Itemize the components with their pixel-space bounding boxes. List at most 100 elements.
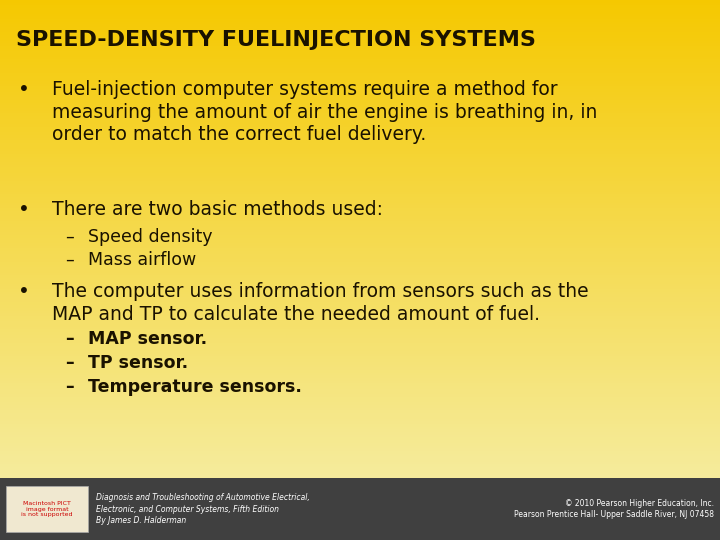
Bar: [0, 462, 720, 464]
Bar: [0, 262, 720, 265]
Text: –: –: [65, 378, 73, 396]
Bar: [0, 92, 720, 94]
Bar: [0, 464, 720, 467]
Bar: [0, 113, 720, 116]
Bar: [0, 176, 720, 178]
Bar: [0, 321, 720, 324]
Bar: [0, 478, 720, 540]
Bar: [0, 62, 720, 65]
Bar: [0, 167, 720, 170]
Bar: [0, 94, 720, 97]
Bar: [0, 370, 720, 373]
Bar: [0, 429, 720, 432]
Bar: [0, 362, 720, 364]
Bar: [0, 157, 720, 159]
Bar: [0, 70, 720, 73]
Bar: [0, 486, 720, 489]
Bar: [0, 491, 720, 494]
Bar: [0, 19, 720, 22]
Bar: [0, 335, 720, 338]
Bar: [0, 27, 720, 30]
Bar: [0, 300, 720, 302]
Bar: [0, 154, 720, 157]
Text: –: –: [65, 228, 73, 246]
Bar: [0, 159, 720, 162]
Bar: [0, 59, 720, 62]
Bar: [0, 432, 720, 435]
Bar: [0, 148, 720, 151]
Text: Temperature sensors.: Temperature sensors.: [88, 378, 302, 396]
Bar: [0, 289, 720, 292]
Text: © 2010 Pearson Higher Education, Inc.
Pearson Prentice Hall- Upper Saddle River,: © 2010 Pearson Higher Education, Inc. Pe…: [514, 498, 714, 519]
Bar: [0, 135, 720, 138]
Text: •: •: [18, 282, 30, 301]
Bar: [0, 219, 720, 221]
Bar: [0, 194, 720, 197]
Bar: [0, 138, 720, 140]
Bar: [0, 3, 720, 5]
Bar: [0, 89, 720, 92]
Bar: [0, 97, 720, 100]
Bar: [0, 184, 720, 186]
Bar: [0, 205, 720, 208]
Bar: [0, 100, 720, 103]
Bar: [0, 122, 720, 124]
Bar: [0, 278, 720, 281]
Bar: [0, 294, 720, 297]
Bar: [0, 35, 720, 38]
Bar: [0, 416, 720, 418]
Bar: [0, 381, 720, 383]
Bar: [0, 292, 720, 294]
Bar: [0, 378, 720, 381]
Bar: [0, 316, 720, 319]
Bar: [0, 43, 720, 46]
Bar: [0, 448, 720, 451]
Bar: [0, 351, 720, 354]
Bar: [0, 224, 720, 227]
Bar: [0, 256, 720, 259]
Bar: [0, 16, 720, 19]
Bar: [0, 0, 720, 3]
Bar: [0, 354, 720, 356]
Bar: [0, 81, 720, 84]
Bar: [0, 208, 720, 211]
Bar: [0, 359, 720, 362]
Bar: [0, 202, 720, 205]
Bar: [0, 238, 720, 240]
Bar: [0, 65, 720, 68]
Bar: [0, 400, 720, 402]
Bar: [0, 346, 720, 348]
Bar: [0, 86, 720, 89]
Text: There are two basic methods used:: There are two basic methods used:: [52, 200, 383, 219]
Bar: [0, 140, 720, 143]
Bar: [0, 51, 720, 54]
Bar: [0, 348, 720, 351]
Bar: [0, 22, 720, 24]
Bar: [0, 394, 720, 397]
Bar: [0, 332, 720, 335]
Bar: [0, 46, 720, 49]
Bar: [0, 319, 720, 321]
Bar: [0, 32, 720, 35]
Bar: [0, 248, 720, 251]
Bar: [0, 227, 720, 229]
Bar: [0, 146, 720, 148]
Bar: [0, 105, 720, 108]
Bar: [0, 443, 720, 445]
Bar: [0, 211, 720, 213]
Bar: [0, 308, 720, 310]
Bar: [0, 524, 720, 526]
Bar: [0, 127, 720, 130]
Bar: [0, 454, 720, 456]
Bar: [0, 518, 720, 521]
Bar: [0, 178, 720, 181]
Bar: [0, 270, 720, 273]
Bar: [0, 173, 720, 176]
Bar: [0, 440, 720, 443]
Text: –: –: [65, 251, 73, 269]
Bar: [0, 116, 720, 119]
Bar: [0, 367, 720, 370]
Bar: [0, 189, 720, 192]
Bar: [0, 383, 720, 386]
Bar: [0, 84, 720, 86]
